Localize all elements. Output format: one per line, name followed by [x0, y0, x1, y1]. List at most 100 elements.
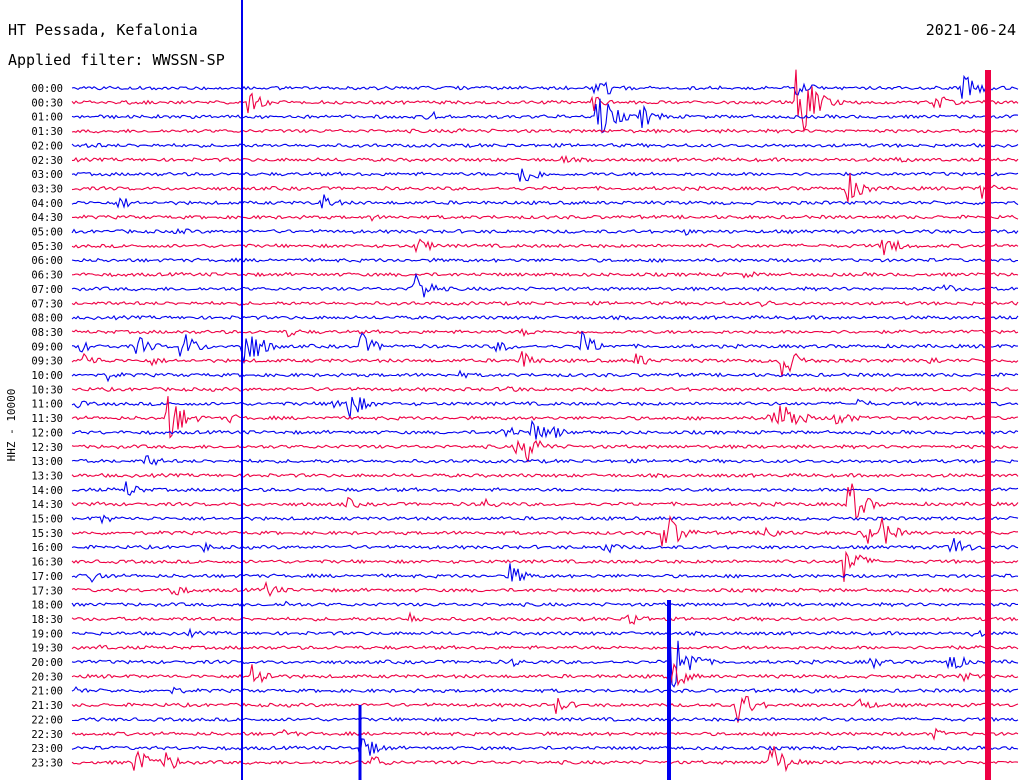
seismic-trace — [72, 154, 1019, 164]
seismic-trace — [71, 386, 1019, 393]
time-tick-label: 17:00 — [31, 571, 63, 583]
time-tick-label: 16:30 — [31, 557, 63, 569]
time-tick-label: 02:30 — [31, 155, 63, 167]
time-tick-label: 03:30 — [31, 183, 63, 195]
seismic-trace — [71, 580, 1019, 598]
seismic-trace — [71, 439, 1019, 463]
seismic-trace — [71, 686, 1019, 695]
seismic-trace — [71, 550, 1019, 582]
time-tick-label: 07:00 — [31, 284, 63, 296]
seismic-trace — [71, 662, 1019, 687]
seismic-trace — [71, 271, 1019, 279]
time-tick-label: 21:00 — [31, 686, 63, 698]
seismic-trace — [71, 98, 1019, 134]
time-tick-label: 09:30 — [31, 356, 63, 368]
seismic-trace — [71, 738, 1019, 758]
channel-label: HHZ - 10000 — [5, 389, 18, 462]
seismic-trace — [71, 351, 1019, 377]
time-tick-label: 01:30 — [31, 126, 63, 138]
time-tick-label: 19:00 — [31, 628, 63, 640]
seismic-trace — [71, 627, 1019, 639]
time-tick-label: 18:00 — [31, 600, 63, 612]
seismic-trace — [71, 369, 1019, 383]
time-tick-label: 20:00 — [31, 657, 63, 669]
seismic-trace — [71, 600, 1019, 608]
seismic-trace — [71, 419, 1019, 440]
time-tick-label: 22:30 — [31, 729, 63, 741]
seismic-trace — [71, 330, 1019, 364]
time-tick-label: 12:00 — [31, 427, 63, 439]
seismic-trace — [71, 483, 1019, 520]
seismic-trace — [71, 227, 1019, 236]
seismic-trace — [71, 238, 1019, 256]
seismic-trace — [71, 300, 1019, 308]
seismic-trace — [71, 727, 1019, 741]
seismic-trace — [71, 194, 1019, 209]
time-tick-label: 18:30 — [31, 614, 63, 626]
time-tick-label: 16:00 — [31, 542, 63, 554]
time-tick-label: 13:30 — [31, 470, 63, 482]
seismic-trace — [71, 644, 1019, 651]
time-tick-label: 05:30 — [31, 241, 63, 253]
time-tick-label: 13:00 — [31, 456, 63, 468]
seismic-trace — [71, 563, 1019, 583]
seismic-trace — [71, 74, 1019, 99]
time-tick-label: 01:00 — [31, 112, 63, 124]
seismic-trace — [71, 631, 1019, 688]
time-tick-label: 03:00 — [31, 169, 63, 181]
date-label: 2021-06-24 — [925, 21, 1016, 39]
seismic-trace — [71, 537, 1019, 554]
seismic-trace — [71, 695, 1019, 723]
seismic-trace — [71, 396, 1019, 439]
time-tick-label: 15:30 — [31, 528, 63, 540]
time-tick-label: 23:30 — [31, 757, 63, 769]
seismic-trace — [71, 128, 1019, 134]
time-tick-label: 04:30 — [31, 212, 63, 224]
time-tick-label: 17:30 — [31, 585, 63, 597]
time-tick-label: 10:30 — [31, 384, 63, 396]
time-tick-label: 15:00 — [31, 514, 63, 526]
station-title: HT Pessada, Kefalonia — [8, 21, 198, 39]
seismic-trace — [71, 396, 1019, 419]
time-tick-label: 05:00 — [31, 227, 63, 239]
seismic-trace — [71, 142, 1019, 149]
seismic-trace — [71, 314, 1019, 321]
seismic-trace — [71, 611, 1019, 626]
seismic-trace — [71, 746, 1019, 773]
seismic-trace — [71, 472, 1019, 479]
time-tick-label: 14:30 — [31, 499, 63, 511]
time-tick-label: 08:00 — [31, 313, 63, 325]
time-tick-label: 12:30 — [31, 442, 63, 454]
filter-label: Applied filter: WWSSN-SP — [8, 51, 225, 69]
time-tick-label: 09:00 — [31, 341, 63, 353]
seismic-trace — [71, 455, 1019, 467]
seismic-trace — [71, 257, 1019, 263]
time-tick-label: 23:00 — [31, 743, 63, 755]
time-tick-label: 00:00 — [31, 83, 63, 95]
time-tick-label: 06:00 — [31, 255, 63, 267]
seismic-trace — [71, 327, 1019, 338]
seismic-trace — [72, 716, 1019, 723]
seismic-trace — [71, 69, 1019, 133]
time-tick-label: 22:00 — [31, 714, 63, 726]
seismic-trace — [71, 514, 1019, 547]
time-tick-label: 08:30 — [31, 327, 63, 339]
time-tick-label: 14:00 — [31, 485, 63, 497]
time-tick-label: 10:00 — [31, 370, 63, 382]
time-tick-label: 19:30 — [31, 643, 63, 655]
time-tick-label: 07:30 — [31, 298, 63, 310]
time-tick-label: 04:00 — [31, 198, 63, 210]
seismic-trace — [71, 272, 1019, 298]
seismic-trace — [72, 214, 1019, 222]
time-tick-label: 00:30 — [31, 97, 63, 109]
time-tick-label: 21:30 — [31, 700, 63, 712]
seismic-trace — [71, 514, 1019, 525]
time-tick-label: 02:00 — [31, 140, 63, 152]
time-tick-label: 20:30 — [31, 671, 63, 683]
time-tick-label: 06:30 — [31, 270, 63, 282]
time-tick-label: 11:00 — [31, 399, 63, 411]
seismic-trace — [71, 172, 1019, 202]
time-tick-label: 11:30 — [31, 413, 63, 425]
